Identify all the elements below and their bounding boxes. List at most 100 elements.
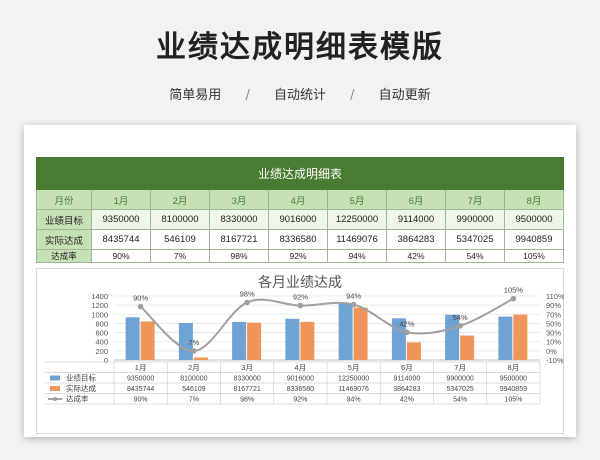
tag-easy: 简单易用 bbox=[169, 88, 222, 103]
table-cell[interactable]: 54% bbox=[445, 249, 505, 263]
table-cell[interactable]: 9900000 bbox=[445, 209, 505, 230]
y-right-tick-label: 90% bbox=[546, 301, 561, 310]
legend-label: 实际达成 bbox=[66, 383, 96, 393]
rate-data-label: 90% bbox=[133, 294, 148, 303]
month-header: 1月 bbox=[91, 189, 151, 210]
data-table-cell: 9016000 bbox=[287, 376, 314, 383]
y-left-tick-label: 1400 bbox=[91, 292, 108, 301]
y-left-tick-label: 1200 bbox=[91, 301, 108, 310]
table-cell[interactable]: 8330000 bbox=[209, 209, 269, 230]
table-cell[interactable]: 92% bbox=[268, 249, 328, 263]
table-cell[interactable]: 9350000 bbox=[91, 209, 151, 230]
table-cell[interactable]: 7% bbox=[150, 249, 210, 263]
table-cell[interactable]: 8167721 bbox=[209, 229, 269, 250]
y-right-tick-label: 0% bbox=[546, 347, 557, 356]
tag-auto-stats: 自动统计 bbox=[273, 88, 326, 103]
table-cell[interactable]: 5347025 bbox=[445, 229, 505, 250]
table-cell[interactable]: 90% bbox=[91, 249, 151, 263]
x-tick-label: 8月 bbox=[508, 363, 520, 372]
table-cell[interactable]: 105% bbox=[504, 249, 564, 263]
bar-actual bbox=[513, 314, 528, 360]
row-label: 实际达成 bbox=[36, 229, 92, 250]
data-table-cell: 90% bbox=[134, 397, 148, 404]
y-left-tick-label: 400 bbox=[95, 338, 108, 347]
bar-actual bbox=[140, 321, 155, 360]
table-cell[interactable]: 12250000 bbox=[327, 209, 387, 230]
data-table-cell: 42% bbox=[400, 397, 414, 404]
data-table-cell: 9350000 bbox=[127, 376, 154, 383]
bar-actual bbox=[300, 321, 315, 360]
rate-point bbox=[297, 302, 304, 309]
feature-tags: 简单易用 / 自动统计 / 自动更新 bbox=[0, 84, 600, 103]
month-header: 3月 bbox=[209, 189, 269, 210]
rate-data-label: 94% bbox=[346, 292, 361, 301]
data-table-cell: 9500000 bbox=[500, 376, 527, 383]
month-header-row: 月份 1月 2月 3月 4月 5月 6月 7月 8月 bbox=[36, 189, 564, 210]
x-tick-label: 2月 bbox=[188, 363, 200, 372]
table-cell[interactable]: 8100000 bbox=[150, 209, 210, 230]
table-cell[interactable]: 9114000 bbox=[386, 209, 446, 230]
rate-data-label: 92% bbox=[293, 293, 308, 302]
table-cell[interactable]: 9500000 bbox=[504, 209, 564, 230]
y-right-tick-label: 10% bbox=[546, 338, 561, 347]
table-row: 业绩目标 9350000 8100000 8330000 9016000 122… bbox=[36, 209, 564, 230]
y-right-tick-label: 30% bbox=[546, 329, 561, 338]
bar-target bbox=[232, 321, 247, 360]
y-left-tick-label: 1000 bbox=[91, 310, 108, 319]
chart-title: 各月业绩达成 bbox=[258, 274, 342, 290]
data-table-cell: 9900000 bbox=[446, 376, 473, 383]
bar-target bbox=[338, 304, 353, 360]
table-cell[interactable]: 9940859 bbox=[504, 229, 564, 250]
table-cell[interactable]: 9016000 bbox=[268, 209, 328, 230]
data-table-cell: 94% bbox=[347, 397, 361, 404]
rate-data-label: 105% bbox=[504, 286, 524, 295]
table-cell[interactable]: 546109 bbox=[150, 229, 210, 250]
table-cell[interactable]: 3864283 bbox=[386, 229, 446, 250]
bar-target bbox=[445, 314, 460, 360]
table-cell[interactable]: 8336580 bbox=[268, 229, 328, 250]
x-tick-label: 1月 bbox=[135, 363, 147, 372]
x-tick-label: 3月 bbox=[241, 363, 253, 372]
tag-auto-update: 自动更新 bbox=[378, 88, 431, 103]
month-header: 7月 bbox=[445, 189, 505, 210]
tag-separator: / bbox=[350, 88, 355, 103]
bar-actual bbox=[193, 357, 208, 360]
data-table-cell: 8167721 bbox=[233, 386, 260, 393]
spreadsheet-preview: 业绩达成明细表 月份 1月 2月 3月 4月 5月 6月 7月 8月 业绩目标 … bbox=[24, 125, 576, 437]
table-cell[interactable]: 98% bbox=[209, 249, 269, 263]
data-table-cell: 9940859 bbox=[500, 386, 527, 393]
performance-table: 业绩达成明细表 月份 1月 2月 3月 4月 5月 6月 7月 8月 业绩目标 … bbox=[36, 157, 564, 263]
table-row: 实际达成 8435744 546109 8167721 8336580 1146… bbox=[36, 229, 564, 250]
table-cell[interactable]: 8435744 bbox=[91, 229, 151, 250]
data-table-cell: 8100000 bbox=[180, 376, 207, 383]
rate-data-label: 54% bbox=[453, 313, 468, 322]
table-row: 达成率 90% 7% 98% 92% 94% 42% 54% 105% bbox=[36, 249, 564, 263]
y-left-tick-label: 200 bbox=[95, 347, 108, 356]
data-table-cell: 8336580 bbox=[287, 386, 314, 393]
data-table-cell: 98% bbox=[240, 397, 254, 404]
table-cell[interactable]: 11469076 bbox=[327, 229, 387, 250]
rate-point bbox=[350, 301, 357, 308]
rate-data-label: 42% bbox=[399, 319, 414, 328]
legend-key bbox=[50, 386, 60, 391]
rate-point bbox=[457, 323, 463, 329]
legend-label: 业绩目标 bbox=[66, 373, 96, 383]
data-table-cell: 92% bbox=[293, 397, 307, 404]
rate-point bbox=[510, 295, 517, 302]
data-table-cell: 8330000 bbox=[233, 376, 260, 383]
table-cell[interactable]: 94% bbox=[327, 249, 387, 263]
data-table-cell: 3864283 bbox=[393, 386, 420, 393]
month-header: 8月 bbox=[504, 189, 564, 210]
rate-data-label: 7% bbox=[188, 338, 199, 347]
y-left-tick-label: 800 bbox=[95, 319, 108, 328]
table-cell[interactable]: 42% bbox=[386, 249, 446, 263]
bar-actual bbox=[353, 307, 368, 360]
rate-point bbox=[191, 348, 197, 354]
bar-target bbox=[125, 317, 140, 360]
month-header: 6月 bbox=[386, 189, 446, 210]
bar-target bbox=[285, 318, 300, 360]
tag-separator: / bbox=[245, 88, 250, 103]
corner-cell: 月份 bbox=[36, 189, 92, 210]
data-table-cell: 11469076 bbox=[338, 386, 369, 393]
rate-point bbox=[137, 303, 144, 310]
